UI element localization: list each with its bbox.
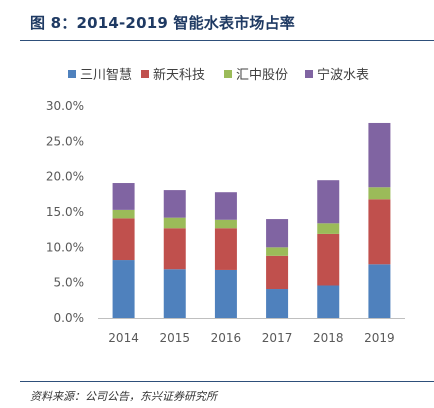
legend-swatch <box>305 70 313 78</box>
bar-segment <box>112 218 135 261</box>
x-tick-label: 2018 <box>313 331 344 345</box>
bar-segment <box>214 269 237 318</box>
bar-segment <box>266 289 289 318</box>
x-tick-label: 2017 <box>262 331 293 345</box>
figure-header: 图 8：2014-2019 智能水表市场占率 <box>0 0 434 40</box>
figure-title: 图 8：2014-2019 智能水表市场占率 <box>30 14 296 32</box>
bar-segment <box>214 228 237 270</box>
x-tick-label: 2015 <box>159 331 190 345</box>
legend-label: 宁波水表 <box>317 67 369 83</box>
legend-label: 汇中股份 <box>236 68 288 83</box>
bar-segment <box>317 223 340 234</box>
bar-segment <box>163 190 186 218</box>
bar-segment <box>368 122 391 188</box>
y-tick-label: 30.0% <box>46 99 84 113</box>
stacked-bar-chart: 三川智慧 新天科技 汇中股份 宁波水表 0.0% 5.0% 10.0% 15.0% 20.0% 2… <box>46 67 405 345</box>
bar-segment <box>112 260 135 318</box>
bar-segment <box>368 199 391 265</box>
title-divider <box>20 40 434 41</box>
bar-segment <box>317 285 340 318</box>
y-tick-label: 5.0% <box>54 276 85 290</box>
bar-segment <box>266 255 289 290</box>
bar-segment <box>266 247 289 256</box>
legend-label: 新天科技 <box>153 67 205 83</box>
y-tick-label: 25.0% <box>46 134 84 148</box>
footer-divider <box>20 381 434 382</box>
y-tick-label: 15.0% <box>46 205 84 219</box>
legend-swatch <box>68 70 76 78</box>
y-tick-label: 10.0% <box>46 240 84 254</box>
bar-segment <box>317 180 340 224</box>
bar-segment <box>266 219 289 248</box>
legend-label: 三川智慧 <box>80 67 132 83</box>
y-tick-label: 20.0% <box>46 170 84 184</box>
legend-swatch <box>224 70 232 78</box>
bar-segment <box>112 183 135 210</box>
bar-segment <box>163 269 186 318</box>
source-note: 资料来源：公司公告，东兴证券研究所 <box>30 390 217 403</box>
bar-segment <box>163 228 186 270</box>
bar-segment <box>317 233 340 286</box>
x-tick-label: 2016 <box>211 331 242 345</box>
bar-segment <box>163 217 186 229</box>
bar-segment <box>112 209 135 219</box>
bar-segment <box>214 219 237 229</box>
bar-segment <box>368 264 391 318</box>
legend-swatch <box>141 70 149 78</box>
bar-segment <box>368 187 391 200</box>
x-tick-label: 2014 <box>108 331 139 345</box>
x-tick-label: 2019 <box>364 331 395 345</box>
bar-segment <box>214 192 237 220</box>
y-tick-label: 0.0% <box>54 311 85 325</box>
